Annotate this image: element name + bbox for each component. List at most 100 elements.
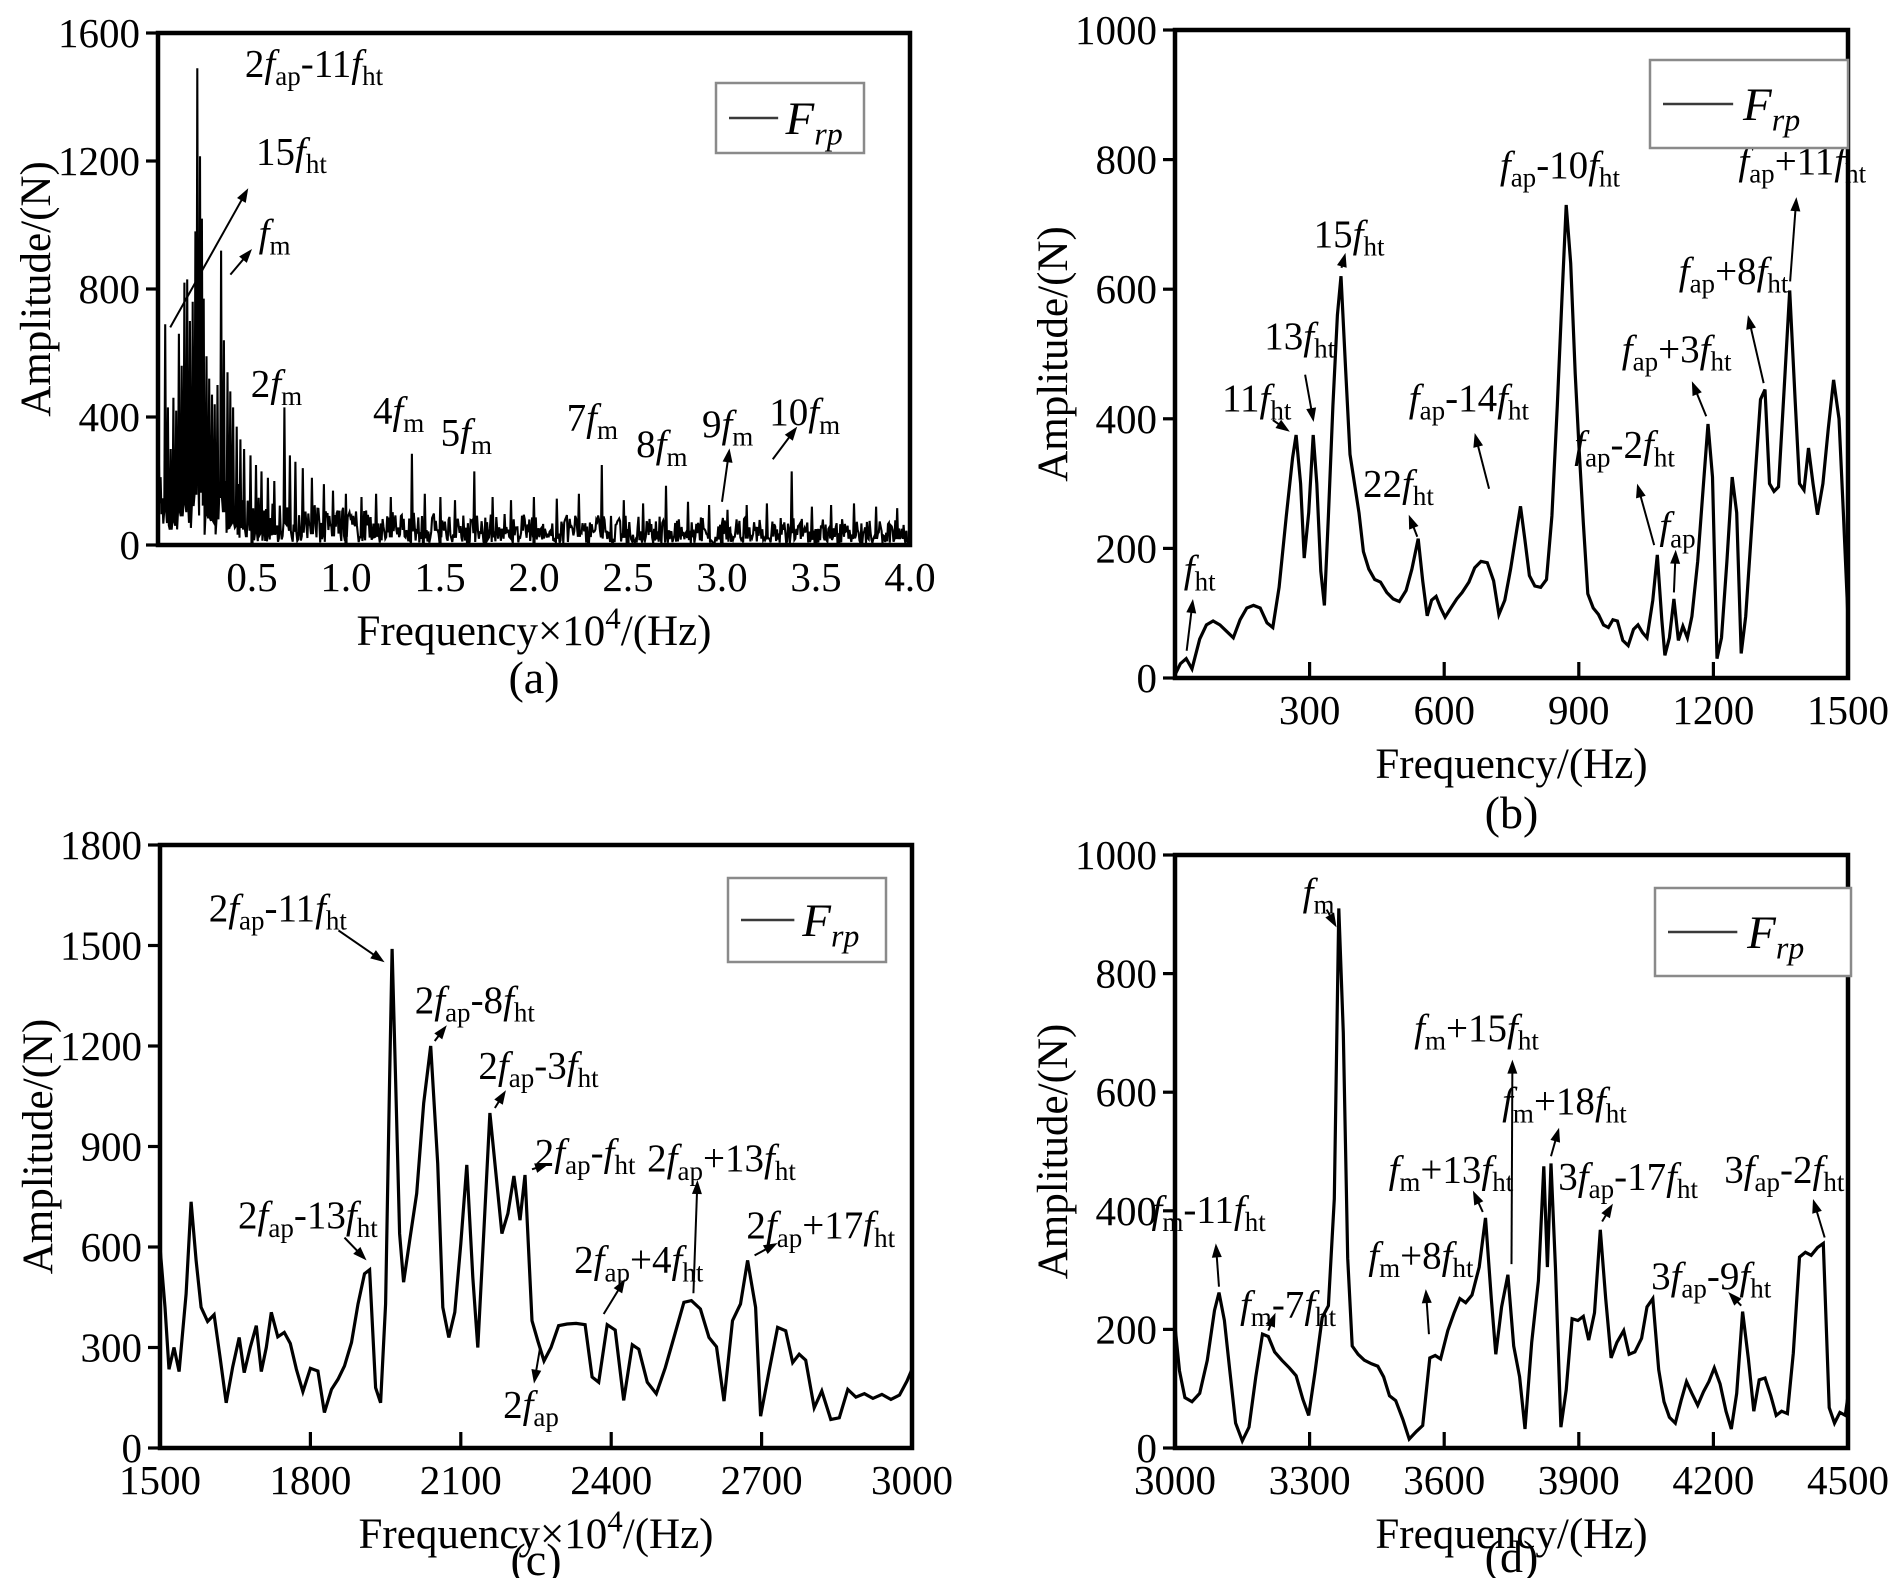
x-tick-label: 2400 <box>570 1457 652 1503</box>
y-tick-label: 1500 <box>60 923 142 969</box>
axis-ticks: 300 600 900 1200 1500 0 200 400 600 800 1000 <box>1075 7 1889 733</box>
x-tick-label: 2.0 <box>508 554 559 600</box>
panel-d-chart: 3000 3300 3600 3900 4200 4500 0 200 400 600 800 100… <box>1030 832 1889 1578</box>
x-axis-title: Frequency/(Hz) <box>1375 1511 1647 1558</box>
series-Frp <box>1173 204 1850 676</box>
series-Frp <box>157 68 912 548</box>
peak-annotation-label: 2fap+17fht​ <box>746 1204 895 1253</box>
annotation-arrow-head <box>1790 197 1801 212</box>
x-tick-label: 3000 <box>871 1457 953 1503</box>
x-tick-label: 3600 <box>1403 1457 1485 1503</box>
y-tick-label: 800 <box>1096 951 1158 997</box>
x-tick-label: 4200 <box>1672 1457 1754 1503</box>
y-tick-label: 200 <box>1096 525 1158 571</box>
annotation-arrow-head <box>1507 1059 1518 1074</box>
x-tick-label: 1500 <box>1807 687 1889 733</box>
annotation-arrow-head <box>784 426 798 441</box>
annotation-arrow-head <box>1670 549 1681 564</box>
y-tick-label: 900 <box>81 1124 143 1170</box>
y-tick-label: 600 <box>81 1224 143 1270</box>
annotation-arrow-head <box>613 1278 626 1294</box>
peak-annotations: 2fap-11fht​2fap-8fht​2fap-3fht​2fap-fht​… <box>209 887 896 1432</box>
annotation-arrow-head <box>1746 315 1756 330</box>
x-tick-label: 1.0 <box>320 554 371 600</box>
x-tick-label: 2700 <box>721 1457 803 1503</box>
axis-ticks: 3000 3300 3600 3900 4200 4500 0 200 400 600 800 100… <box>1075 832 1889 1503</box>
peak-annotations: fm-11fht​fm-7fht​fm​fm+8fht​fm+13fht​fm+… <box>1152 871 1845 1335</box>
y-tick-label: 800 <box>1096 137 1158 183</box>
annotation-arrow-head <box>531 1369 542 1384</box>
peak-annotation-label: 2fap+4fht​ <box>574 1239 704 1288</box>
x-tick-label: 3.5 <box>790 554 841 600</box>
x-tick-label: 900 <box>1548 687 1610 733</box>
annotation-arrow-head <box>370 950 385 963</box>
x-tick-label: 4500 <box>1807 1457 1889 1503</box>
legend-label: Frp​ <box>1746 907 1804 965</box>
annotation-arrow-head <box>534 1163 550 1173</box>
annotation-arrow-line <box>1747 318 1765 384</box>
series-Frp <box>158 948 914 1422</box>
peak-annotation-label: 7fm​ <box>567 397 618 446</box>
annotation-arrow-head <box>353 1246 367 1261</box>
peak-annotation-label: fap+8fht​ <box>1679 250 1789 299</box>
panel-caption: (b) <box>1485 787 1539 838</box>
series-Frp <box>1173 908 1850 1445</box>
peak-annotation-label: 2fap+13fht​ <box>647 1137 796 1186</box>
annotation-arrow-head <box>1812 1198 1822 1214</box>
x-axis-title: Frequency/(Hz) <box>1375 741 1647 788</box>
x-axis-title: Frequency×104/(Hz) <box>359 1504 714 1558</box>
annotation-arrow-head <box>722 448 733 463</box>
peak-annotation-label: 2fap-11fht​ <box>209 887 348 936</box>
legend: Frp​ <box>1648 58 1850 150</box>
y-tick-label: 300 <box>81 1325 143 1371</box>
annotation-arrow-head <box>1275 419 1290 432</box>
y-axis-title: Amplitude/(N) <box>15 1019 62 1275</box>
annotation-arrow-line <box>692 1183 699 1294</box>
y-tick-label: 1200 <box>58 138 140 184</box>
y-tick-label: 600 <box>1096 1069 1158 1115</box>
x-tick-label: 1.5 <box>414 554 465 600</box>
legend-label: Frp​ <box>1742 79 1800 137</box>
panel-caption: (c) <box>510 1534 561 1578</box>
legend-label: Frp​ <box>785 93 843 151</box>
y-tick-label: 1800 <box>60 822 142 868</box>
peak-annotation-label: 2fap-fht​ <box>535 1132 636 1181</box>
annotation-arrow-head <box>434 1025 447 1040</box>
x-tick-label: 3300 <box>1269 1457 1351 1503</box>
annotation-arrow-head <box>237 188 249 203</box>
peak-annotation-label: 2fap​ <box>503 1383 559 1432</box>
panel-caption: (a) <box>508 652 559 703</box>
annotation-arrow-head <box>1408 514 1419 530</box>
legend-label: Frp​ <box>801 895 859 953</box>
annotation-arrow-head <box>691 1180 702 1195</box>
panel-caption: (d) <box>1485 1531 1539 1578</box>
annotation-arrow-head <box>1636 483 1646 499</box>
y-axis-title: Amplitude/(N) <box>13 161 60 417</box>
x-tick-label: 3900 <box>1538 1457 1620 1503</box>
x-tick-label: 300 <box>1279 687 1341 733</box>
axis-ticks: 0.5 1.0 1.5 2.0 2.5 3.0 3.5 4.0 0 400 800 1200 1600 <box>58 10 936 600</box>
peak-annotation-label: 3fap-9fht​ <box>1651 1255 1772 1304</box>
y-tick-label: 1200 <box>60 1023 142 1069</box>
annotation-arrow-head <box>1601 1203 1613 1219</box>
annotation-arrow-head <box>1472 1190 1484 1206</box>
peak-annotation-label: fap-14fht​ <box>1409 377 1530 426</box>
annotation-arrow-head <box>1337 252 1347 268</box>
panel-a-chart: 0.5 1.0 1.5 2.0 2.5 3.0 3.5 4.0 0 400 800 1200 1600 F… <box>13 10 936 703</box>
y-axis-title: Amplitude/(N) <box>1030 226 1077 482</box>
y-tick-label: 1000 <box>1075 7 1157 53</box>
legend: Frp​ <box>726 876 888 964</box>
legend: Frp​ <box>714 81 866 155</box>
x-tick-label: 1200 <box>1672 687 1754 733</box>
peak-annotation-label: 11fht​ <box>1222 377 1292 426</box>
x-tick-label: 3000 <box>1134 1457 1216 1503</box>
x-tick-label: 1500 <box>119 1457 201 1503</box>
annotation-arrow-line <box>1510 1063 1514 1265</box>
x-axis-title: Frequency×104/(Hz) <box>357 601 712 655</box>
x-tick-label: 2100 <box>420 1457 502 1503</box>
peak-annotation-label: fap-10fht​ <box>1500 144 1621 193</box>
y-tick-label: 0 <box>120 522 141 568</box>
panel-b-chart: 300 600 900 1200 1500 0 200 400 600 800 1000 Freque… <box>1030 7 1889 838</box>
annotation-arrow-head <box>1550 1127 1561 1143</box>
